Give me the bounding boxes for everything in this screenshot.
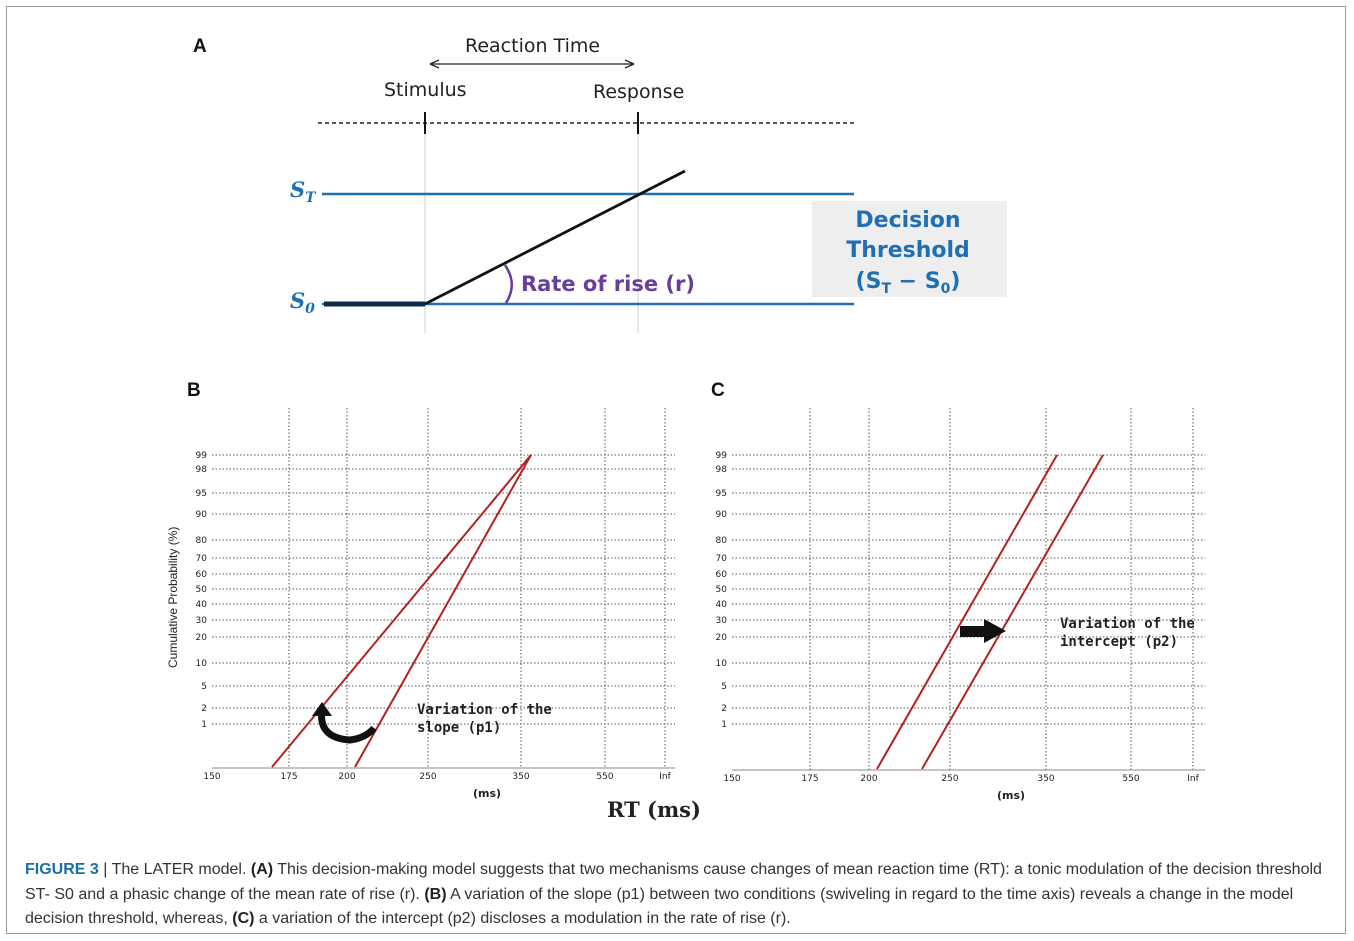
y-tick-label: 10 xyxy=(716,659,728,669)
panel-a-letter: A xyxy=(193,36,207,57)
caption-ref-a: (A) xyxy=(250,861,274,878)
panel-b-yticks: 99 98 95 90 80 70 60 50 40 30 20 10 5 2 1 xyxy=(196,451,208,730)
decision-threshold-box xyxy=(812,201,1007,297)
x-tick-label: 200 xyxy=(860,774,877,784)
panel-c-line-2 xyxy=(921,454,1104,770)
slope-annotation-line2: slope (p1) xyxy=(417,720,501,736)
y-tick-label: 90 xyxy=(196,510,208,520)
y-tick-label: 95 xyxy=(716,489,727,499)
y-tick-label: 20 xyxy=(716,633,728,643)
caption-figure-number: FIGURE 3 xyxy=(25,861,99,878)
y-tick-label: 70 xyxy=(196,554,208,564)
panel-b-line-2 xyxy=(354,454,532,768)
y-tick-label: 5 xyxy=(201,682,207,692)
rise-line xyxy=(424,169,686,306)
panel-b-letter: B xyxy=(187,380,201,401)
y-tick-label: 60 xyxy=(196,570,208,580)
y-tick-label: 40 xyxy=(196,600,208,610)
y-tick-label: 80 xyxy=(196,536,208,546)
y-tick-label: 80 xyxy=(716,536,728,546)
threshold-label: Threshold xyxy=(846,238,970,263)
y-tick-label: 2 xyxy=(201,704,207,714)
figure-frame xyxy=(6,6,1346,934)
response-label: Response xyxy=(593,81,684,103)
y-tick-label: 10 xyxy=(196,659,208,669)
panel-b-xticks: 150 175 200 250 350 550 Inf xyxy=(203,772,671,782)
panel-b-ms-label: (ms) xyxy=(473,787,501,800)
x-tick-label: 250 xyxy=(941,774,958,784)
swivel-arrow-icon xyxy=(318,709,377,744)
y-tick-label: 30 xyxy=(196,616,208,626)
panel-c-line-1 xyxy=(876,454,1058,770)
x-tick-label: 250 xyxy=(419,772,436,782)
slope-annotation-line1: Variation of the xyxy=(417,702,552,718)
swivel-arrowhead-icon xyxy=(312,702,332,716)
stimulus-label: Stimulus xyxy=(384,79,467,101)
panel-c: C 99 98 95 90 80 70 60 50 40 30 20 10 5 2 1 150 175 200 2… xyxy=(711,380,1205,802)
intercept-annotation-line1: Variation of the xyxy=(1060,616,1195,632)
y-tick-label: 30 xyxy=(716,616,728,626)
caption-ref-c: (C) xyxy=(232,910,255,927)
x-tick-label: 550 xyxy=(1122,774,1139,784)
x-tick-label: 550 xyxy=(596,772,613,782)
rate-angle-arc xyxy=(503,264,513,304)
caption-text-a: This decision-making model suggests that… xyxy=(25,861,1322,903)
reaction-time-label: Reaction Time xyxy=(465,35,600,57)
s0-symbol: S0 xyxy=(290,288,315,317)
caption-title: The LATER model. xyxy=(111,861,251,878)
y-tick-label: 98 xyxy=(196,465,208,475)
x-tick-label: Inf xyxy=(659,772,671,782)
y-tick-label: 1 xyxy=(201,720,207,730)
panel-c-xticks: 150 175 200 250 350 550 Inf xyxy=(723,774,1199,784)
y-tick-label: 99 xyxy=(196,451,208,461)
figure-caption: FIGURE 3 | The LATER model. (A) This dec… xyxy=(25,858,1335,932)
figure-graphic: A Reaction Time Stimulus Response ST S0 … xyxy=(166,35,1205,822)
panel-b-ylabel: Cumulative Probability (%) xyxy=(166,527,180,668)
st-symbol: ST xyxy=(290,177,317,206)
shift-arrow-icon xyxy=(984,619,1006,643)
y-tick-label: 70 xyxy=(716,554,728,564)
x-tick-label: 175 xyxy=(801,774,818,784)
y-tick-label: 20 xyxy=(196,633,208,643)
caption-text-b: A variation of the slope (p1) between tw… xyxy=(25,885,1294,928)
panel-b-grid xyxy=(212,408,675,769)
y-tick-label: 60 xyxy=(716,570,728,580)
panel-c-grid xyxy=(732,408,1205,771)
y-tick-label: 95 xyxy=(196,489,207,499)
caption-separator: | xyxy=(98,861,112,878)
x-tick-label: 350 xyxy=(512,772,529,782)
y-tick-label: 50 xyxy=(716,585,728,595)
panel-b: B 99 98 95 90 80 70 60 50 40 30 20 10 5 2 1 150 175 200 2… xyxy=(166,380,701,822)
arrowheads xyxy=(429,59,635,69)
y-tick-label: 2 xyxy=(721,704,727,714)
panel-b-rt-label: RT (ms) xyxy=(607,797,701,822)
x-tick-label: 350 xyxy=(1037,774,1054,784)
caption-ref-b: (B) xyxy=(424,885,447,903)
x-tick-label: Inf xyxy=(1187,774,1199,784)
y-tick-label: 98 xyxy=(716,465,728,475)
x-tick-label: 150 xyxy=(723,774,740,784)
y-tick-label: 1 xyxy=(721,720,727,730)
y-tick-label: 5 xyxy=(721,682,727,692)
decision-label: Decision xyxy=(855,208,960,233)
x-tick-label: 175 xyxy=(280,772,297,782)
panel-c-letter: C xyxy=(711,380,725,401)
panel-c-ms-label: (ms) xyxy=(997,789,1025,802)
x-tick-label: 150 xyxy=(203,772,220,782)
threshold-formula: (ST − S0) xyxy=(856,269,961,297)
y-tick-label: 99 xyxy=(716,451,728,461)
y-tick-label: 40 xyxy=(716,600,728,610)
caption-text-c: a variation of the intercept (p2) disclo… xyxy=(254,910,791,927)
rate-of-rise-label: Rate of rise (r) xyxy=(521,272,695,296)
y-tick-label: 90 xyxy=(716,510,728,520)
y-tick-label: 50 xyxy=(196,585,208,595)
panel-a: A Reaction Time Stimulus Response ST S0 … xyxy=(193,35,1007,333)
panel-c-yticks: 99 98 95 90 80 70 60 50 40 30 20 10 5 2 1 xyxy=(716,451,728,730)
intercept-annotation-line2: intercept (p2) xyxy=(1060,634,1178,650)
shift-arrow-shaft xyxy=(960,626,986,637)
x-tick-label: 200 xyxy=(338,772,355,782)
